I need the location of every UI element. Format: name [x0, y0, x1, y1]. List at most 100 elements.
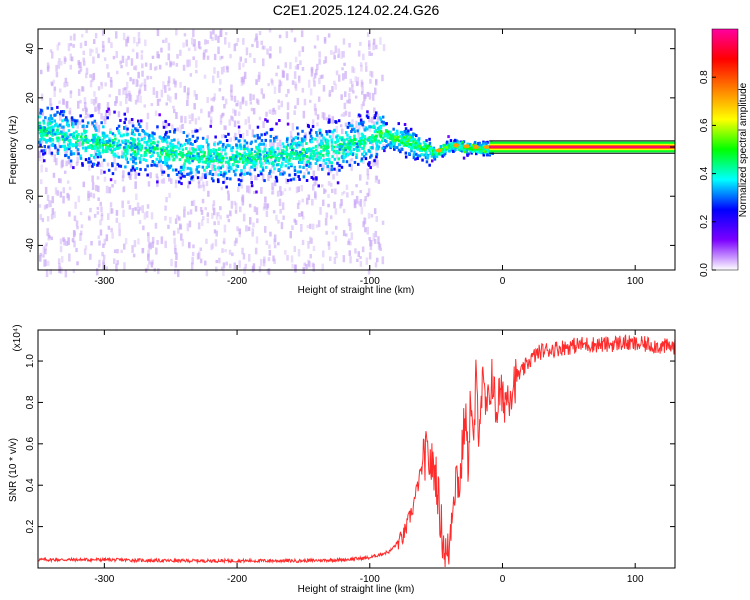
band-cell [268, 161, 271, 165]
band-cell [416, 154, 420, 158]
band-cell [144, 132, 147, 136]
noise-cell [262, 93, 265, 99]
noise-cell [122, 186, 125, 193]
band-cell [214, 148, 218, 152]
band-cell [117, 129, 121, 133]
noise-cell [146, 264, 150, 270]
band-cell [298, 178, 301, 181]
band-cell [385, 122, 388, 126]
band-cell [152, 146, 156, 150]
band-cell [286, 138, 289, 141]
noise-cell [225, 261, 228, 266]
noise-cell [230, 84, 233, 93]
band-cell [239, 147, 243, 151]
band-cell [263, 147, 267, 151]
ridge-cell [280, 154, 283, 157]
band-cell [131, 164, 135, 168]
ridge-cell [269, 151, 272, 155]
band-cell [134, 161, 137, 165]
noise-cell [160, 236, 164, 244]
noise-cell [255, 98, 259, 104]
noise-cell [353, 199, 357, 206]
noise-cell [44, 248, 47, 255]
noise-cell [76, 226, 79, 230]
noise-cell [341, 67, 344, 71]
band-cell [255, 190, 258, 194]
ridge-cell [84, 135, 87, 139]
noise-cell [241, 196, 244, 202]
band-cell [124, 149, 127, 153]
band-cell [153, 163, 156, 167]
noise-cell [199, 46, 202, 50]
band-cell [371, 125, 375, 129]
band-cell [139, 167, 142, 171]
band-cell [272, 161, 275, 165]
noise-cell [215, 230, 218, 237]
noise-cell [297, 186, 300, 192]
band-cell [391, 139, 394, 143]
band-cell [104, 134, 108, 138]
band-cell [94, 144, 97, 148]
band-cell [421, 158, 424, 162]
band-cell [295, 157, 298, 161]
band-cell [130, 118, 134, 121]
band-cell [289, 146, 292, 150]
band-cell [182, 168, 185, 172]
ridge-cell [91, 138, 94, 142]
noise-cell [154, 110, 158, 116]
noise-cell [118, 222, 121, 231]
noise-cell [50, 236, 53, 241]
noise-cell [233, 95, 237, 103]
noise-cell [226, 66, 229, 73]
noise-cell [191, 251, 195, 256]
noise-cell [175, 63, 179, 67]
band-cell [413, 138, 417, 142]
noise-cell [334, 188, 337, 195]
noise-cell [370, 71, 374, 78]
noise-cell [322, 250, 325, 258]
ridge-cell [286, 152, 290, 156]
band-cell [107, 145, 110, 149]
noise-cell [373, 107, 376, 113]
noise-cell [321, 112, 325, 119]
band-cell [49, 114, 53, 118]
noise-cell [253, 38, 257, 43]
x-tick-label: -200 [227, 574, 247, 585]
ridge-cell [414, 141, 418, 144]
noise-cell [125, 38, 128, 47]
band-cell [276, 163, 279, 167]
noise-cell [313, 178, 317, 186]
band-cell [415, 134, 418, 138]
band-cell [116, 127, 119, 131]
band-cell [446, 140, 449, 144]
noise-cell [116, 152, 120, 156]
x-tick-label: -100 [360, 574, 380, 585]
band-cell [473, 142, 476, 146]
noise-cell [361, 91, 364, 95]
ridge-cell [409, 136, 412, 139]
noise-cell [331, 86, 334, 93]
band-cell [229, 165, 232, 169]
band-cell [39, 138, 42, 142]
band-cell [245, 141, 249, 145]
noise-cell [239, 101, 242, 110]
band-cell [209, 159, 213, 163]
noise-cell [319, 206, 322, 215]
noise-cell [333, 80, 336, 85]
noise-cell [335, 70, 339, 76]
noise-cell [92, 72, 96, 81]
colorbar-tick-label: 0.0 [699, 263, 710, 277]
band-cell [449, 146, 452, 150]
noise-cell [283, 188, 287, 192]
noise-cell [313, 73, 317, 79]
band-cell [252, 160, 255, 164]
noise-cell [77, 61, 81, 69]
ridge-cell [46, 132, 49, 135]
noise-cell [110, 208, 114, 214]
noise-cell [269, 46, 272, 52]
noise-cell [200, 176, 203, 181]
band-cell [338, 136, 342, 140]
band-cell [80, 132, 84, 136]
band-cell [103, 170, 106, 174]
noise-cell [62, 187, 65, 194]
